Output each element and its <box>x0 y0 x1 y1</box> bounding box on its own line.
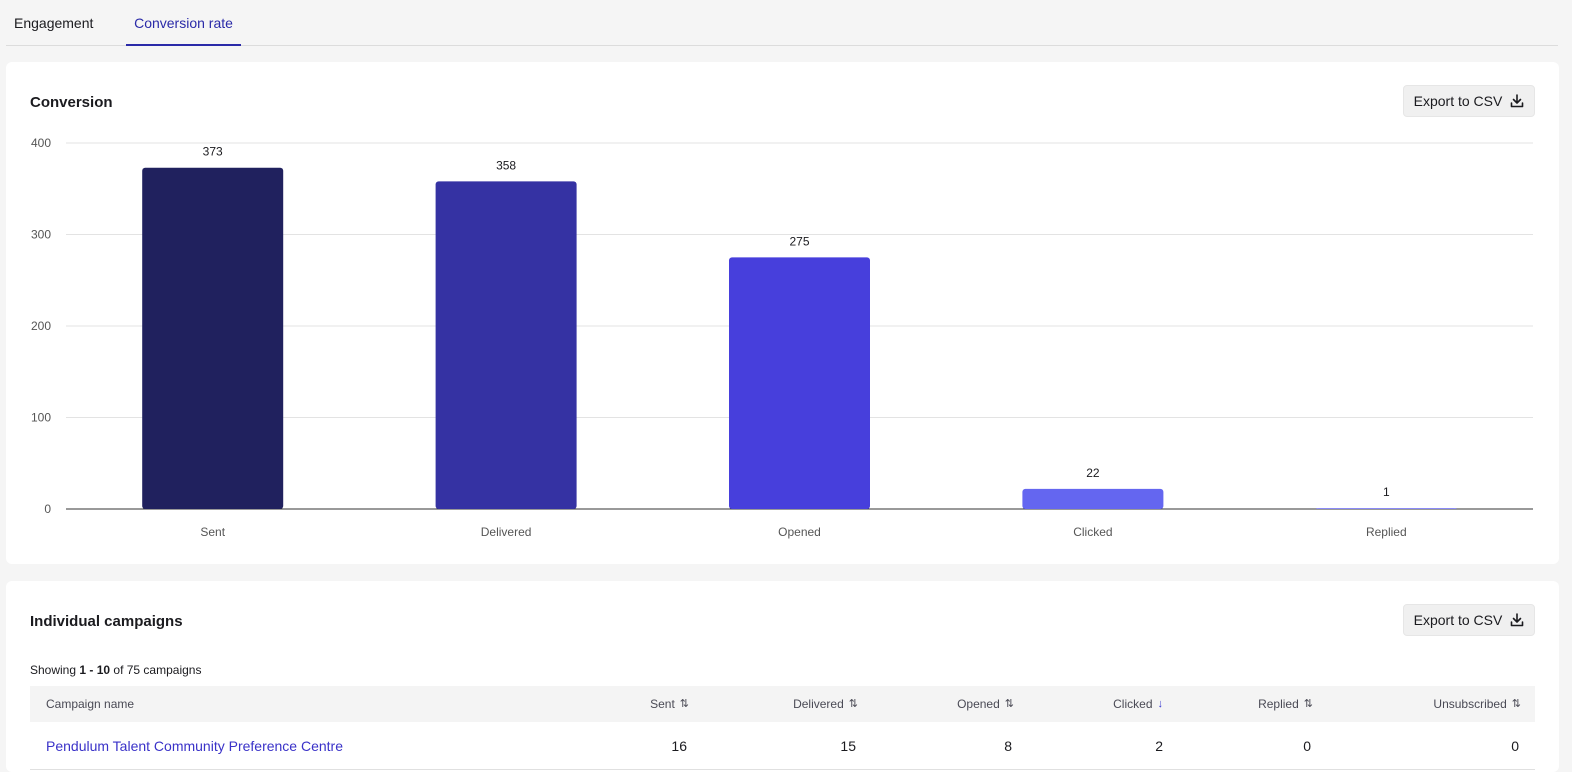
column-label: Unsubscribed <box>1433 697 1507 711</box>
cell-sent: 16 <box>671 738 687 754</box>
table-row: Pendulum Talent Community Preference Cen… <box>30 722 1535 770</box>
bar-opened <box>729 257 870 509</box>
column-opened[interactable]: Opened ⇅ <box>957 686 1014 722</box>
data-label: 275 <box>789 234 809 248</box>
y-tick-label: 100 <box>31 411 51 425</box>
showing-suffix: of 75 campaigns <box>113 663 202 677</box>
showing-prefix: Showing <box>30 663 77 677</box>
x-tick-label: Opened <box>778 525 821 539</box>
arrow-down-icon[interactable]: ↓ <box>1157 698 1164 710</box>
y-tick-label: 0 <box>44 502 51 516</box>
conversion-bar-chart: 0 100 200 300 400 373 Sent 358 Delivered 275 Opene… <box>31 136 1533 539</box>
sort-icon[interactable]: ⇅ <box>848 698 858 710</box>
x-tick-label: Sent <box>200 525 225 539</box>
tab-bar: Engagement Conversion rate <box>6 0 1558 46</box>
sort-icon[interactable]: ⇅ <box>679 698 689 710</box>
bar-clicked <box>1022 488 1164 509</box>
x-tick-label: Delivered <box>481 525 532 539</box>
y-tick-label: 400 <box>31 136 51 150</box>
tab-conversion-rate[interactable]: Conversion rate <box>126 0 241 46</box>
column-unsubscribed[interactable]: Unsubscribed ⇅ <box>1433 686 1521 722</box>
column-label: Delivered <box>793 697 844 711</box>
y-tick-label: 300 <box>31 228 51 242</box>
export-label: Export to CSV <box>1413 93 1503 109</box>
column-clicked[interactable]: Clicked ↓ <box>1113 686 1163 722</box>
download-icon <box>1511 613 1524 627</box>
column-campaign-name[interactable]: Campaign name <box>46 686 134 722</box>
individual-campaigns-card: Individual campaigns Export to CSV Showi… <box>6 581 1559 772</box>
data-label: 358 <box>496 158 516 172</box>
bar-delivered <box>435 181 577 509</box>
x-tick-label: Clicked <box>1073 525 1112 539</box>
campaign-name-link[interactable]: Pendulum Talent Community Preference Cen… <box>46 738 344 754</box>
cell-clicked: 2 <box>1155 738 1163 754</box>
x-tick-label: Replied <box>1366 525 1407 539</box>
column-label: Sent <box>650 697 675 711</box>
cell-unsubscribed: 0 <box>1511 738 1519 754</box>
column-replied[interactable]: Replied ⇅ <box>1258 686 1313 722</box>
y-tick-label: 200 <box>31 319 51 333</box>
cell-opened: 8 <box>1004 738 1012 754</box>
cell-replied: 0 <box>1303 738 1311 754</box>
conversion-export-button[interactable]: Export to CSV <box>1403 85 1535 117</box>
table-header: Campaign name Sent ⇅ Delivered ⇅ Opened … <box>30 686 1535 722</box>
sort-icon[interactable]: ⇅ <box>1511 698 1521 710</box>
tab-engagement[interactable]: Engagement <box>14 15 94 31</box>
bar-sent <box>142 167 284 509</box>
cell-delivered: 15 <box>840 738 856 754</box>
column-label: Opened <box>957 697 1000 711</box>
export-label: Export to CSV <box>1413 612 1503 628</box>
sort-icon[interactable]: ⇅ <box>1303 698 1313 710</box>
column-label: Replied <box>1258 697 1299 711</box>
bar-replied <box>1315 508 1457 509</box>
data-label: 1 <box>1383 485 1390 499</box>
campaigns-title: Individual campaigns <box>30 613 183 630</box>
conversion-title: Conversion <box>30 94 113 111</box>
conversion-card: Conversion Export to CSV 0 100 200 300 400 37… <box>6 62 1559 564</box>
sort-icon[interactable]: ⇅ <box>1004 698 1014 710</box>
campaigns-export-button[interactable]: Export to CSV <box>1403 604 1535 636</box>
showing-range: 1 - 10 <box>79 663 111 677</box>
column-label: Clicked <box>1113 697 1153 711</box>
data-label: 373 <box>203 145 223 159</box>
column-sent[interactable]: Sent ⇅ <box>650 686 689 722</box>
showing-count: Showing 1 - 10 of 75 campaigns <box>30 663 201 677</box>
column-label: Campaign name <box>46 697 135 711</box>
data-label: 22 <box>1086 466 1100 480</box>
column-delivered[interactable]: Delivered ⇅ <box>793 686 858 722</box>
download-icon <box>1511 94 1524 108</box>
